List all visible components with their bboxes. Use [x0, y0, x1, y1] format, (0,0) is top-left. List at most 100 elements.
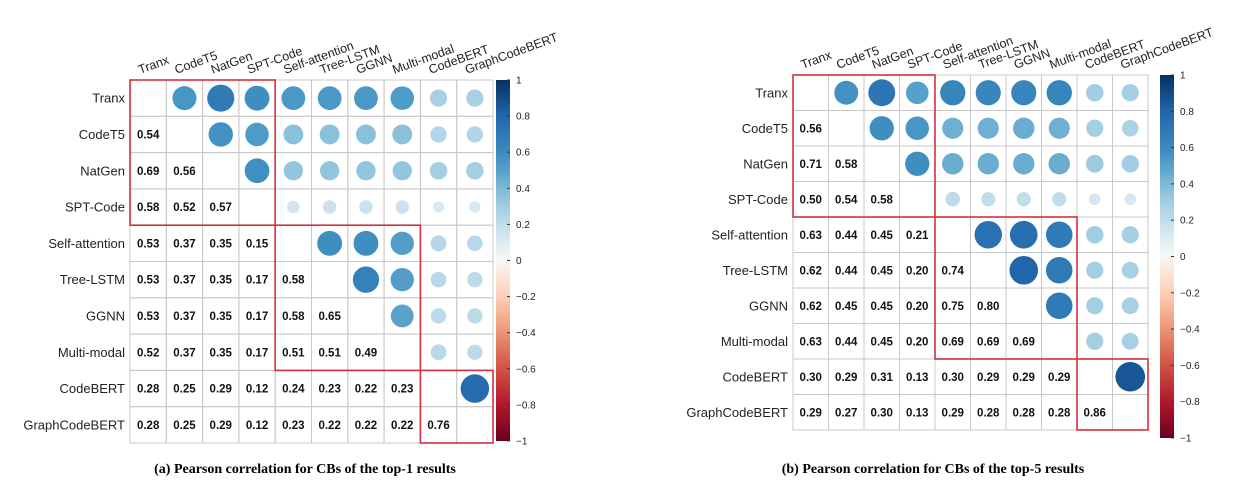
- corr-circle: [317, 230, 343, 256]
- corr-circle: [1124, 193, 1137, 206]
- corr-circle: [942, 117, 964, 139]
- corr-value: 0.45: [871, 336, 894, 348]
- corr-circle: [244, 85, 270, 111]
- row-label: GGNN: [86, 308, 125, 323]
- corr-circle: [1086, 84, 1104, 102]
- corr-value: 0.69: [942, 336, 964, 348]
- grid-cell: [347, 297, 385, 335]
- grid-cell: [1041, 323, 1078, 360]
- corr-circle: [432, 201, 445, 213]
- corr-circle: [460, 374, 490, 403]
- corr-value: 0.13: [906, 407, 928, 419]
- row-label: SPT-Code: [65, 200, 125, 215]
- grid-cell: [419, 369, 458, 408]
- corr-circle: [390, 267, 414, 292]
- corr-value: 0.63: [800, 230, 822, 242]
- color-bar-tick-label: 0: [516, 256, 522, 267]
- corr-value: 0.29: [210, 420, 232, 432]
- color-bar-tick-label: 0.4: [1180, 179, 1194, 190]
- corr-value: 0.76: [427, 420, 449, 432]
- corr-value: 0.28: [1013, 407, 1036, 419]
- corr-circle: [283, 124, 304, 145]
- caption-a: (a) Pearson correlation for CBs of the t…: [154, 462, 456, 477]
- corr-circle: [245, 122, 269, 147]
- color-bar-tick-label: 1: [516, 76, 522, 87]
- corr-circle: [467, 344, 483, 360]
- corr-circle: [207, 84, 235, 112]
- corr-value: 0.29: [942, 407, 964, 419]
- corr-value: 0.35: [210, 311, 233, 323]
- corr-value: 0.22: [391, 420, 413, 432]
- grid-cell: [456, 406, 494, 444]
- corr-value: 0.58: [282, 275, 305, 287]
- grid-cell: [1076, 358, 1113, 395]
- corr-circle: [1086, 261, 1104, 279]
- color-bar-tick-label: −0.6: [1180, 361, 1200, 372]
- color-bar-tick-label: −0.4: [1180, 325, 1200, 336]
- grid-cell: [129, 79, 167, 117]
- corr-circle: [1052, 192, 1067, 207]
- corr-circle: [1009, 255, 1039, 285]
- corr-value: 0.25: [173, 384, 196, 396]
- corr-value: 0.86: [1084, 407, 1106, 419]
- color-bar: [1160, 75, 1174, 438]
- corr-circle: [974, 221, 1002, 249]
- corr-value: 0.54: [835, 194, 858, 206]
- grid-cell: [238, 188, 276, 226]
- grid-cell: [1005, 287, 1042, 324]
- corr-circle: [281, 86, 306, 111]
- grid-cell: [165, 115, 204, 154]
- corr-circle: [467, 308, 483, 324]
- cluster-box: [934, 216, 1078, 360]
- color-bar-tick-label: 0.2: [1180, 216, 1194, 227]
- grid-cell: [792, 74, 829, 111]
- corr-value: 0.27: [835, 407, 857, 419]
- corr-value: 0.56: [800, 123, 822, 135]
- corr-value: 0.45: [835, 301, 858, 313]
- corr-circle: [283, 161, 304, 181]
- corr-value: 0.54: [137, 129, 160, 141]
- corr-value: 0.20: [906, 301, 928, 313]
- grid-cell: [828, 110, 865, 147]
- corr-value: 0.74: [942, 265, 965, 277]
- corr-value: 0.45: [871, 265, 894, 277]
- corr-circle: [322, 200, 337, 214]
- corr-circle: [1013, 153, 1035, 175]
- row-label: GGNN: [749, 298, 788, 313]
- corr-value: 0.30: [871, 407, 893, 419]
- color-bar-tick-label: −0.8: [1180, 397, 1200, 408]
- corr-circle: [1085, 154, 1104, 173]
- corr-circle: [1013, 117, 1035, 139]
- corr-circle: [1048, 153, 1070, 175]
- corr-circle: [429, 89, 448, 107]
- corr-value: 0.58: [282, 311, 305, 323]
- corr-value: 0.30: [800, 372, 822, 384]
- corr-value: 0.12: [246, 384, 268, 396]
- corr-value: 0.22: [318, 420, 340, 432]
- corr-value: 0.12: [246, 420, 268, 432]
- corr-circle: [352, 266, 380, 293]
- corr-value: 0.23: [391, 384, 413, 396]
- corr-value: 0.37: [173, 238, 195, 250]
- corr-circle: [1121, 84, 1139, 102]
- cluster-box: [129, 79, 276, 226]
- corr-circle: [319, 161, 340, 181]
- corr-circle: [359, 200, 373, 214]
- grid-cell: [934, 216, 971, 253]
- corr-value: 0.22: [355, 384, 377, 396]
- corr-value: 0.17: [246, 275, 268, 287]
- corr-value: 0.28: [1048, 407, 1071, 419]
- corr-circle: [466, 161, 484, 180]
- cluster-box: [274, 224, 422, 372]
- corr-value: 0.29: [800, 407, 822, 419]
- corr-value: 0.53: [137, 275, 159, 287]
- corr-value: 0.28: [137, 384, 160, 396]
- corr-value: 0.29: [977, 372, 999, 384]
- corr-value: 0.23: [282, 420, 304, 432]
- corr-circle: [1048, 117, 1070, 139]
- corr-value: 0.22: [355, 420, 377, 432]
- corr-circle: [172, 86, 197, 111]
- corr-circle: [945, 191, 961, 207]
- corr-circle: [429, 161, 448, 180]
- corr-circle: [1045, 292, 1073, 320]
